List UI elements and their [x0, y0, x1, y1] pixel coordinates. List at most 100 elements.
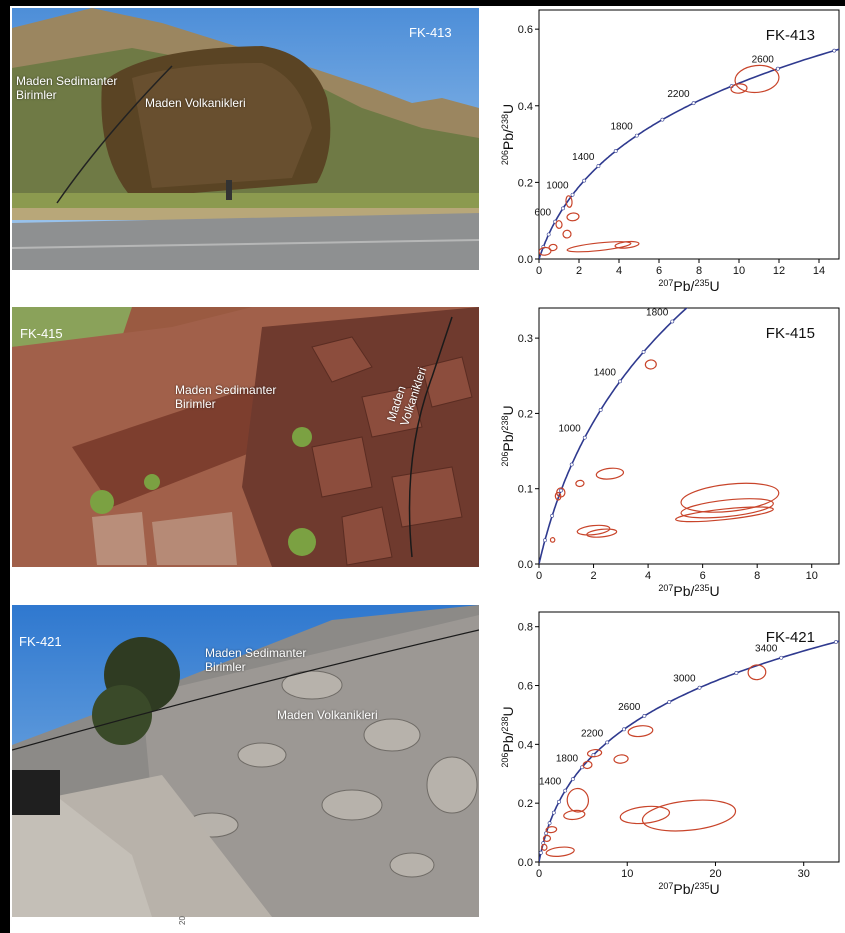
x-axis-label: 207Pb/235U [658, 583, 719, 599]
age-label: 1000 [546, 181, 569, 192]
age-tick-dot [547, 821, 552, 826]
x-tick-label: 4 [616, 265, 622, 277]
error-ellipse [548, 243, 558, 252]
age-tick-dot [697, 685, 702, 690]
age-label: 3400 [755, 644, 778, 655]
y-axis-label: 206Pb/238U [500, 104, 516, 165]
photo-unit-label: Maden Volkanikleri [277, 708, 378, 722]
error-ellipse [586, 748, 603, 758]
error-ellipse [614, 240, 640, 249]
error-ellipse [747, 664, 767, 681]
age-label: 1400 [539, 777, 562, 788]
y-tick-label: 0.3 [518, 333, 533, 345]
age-tick-dot [546, 232, 551, 237]
x-tick-label: 10 [621, 868, 633, 880]
chart-title: FK-421 [766, 629, 815, 646]
error-ellipse [554, 491, 562, 501]
x-tick-label: 2 [576, 265, 582, 277]
age-tick-dot [596, 164, 601, 168]
y-tick-label: 0.4 [518, 739, 533, 751]
chart-title: FK-413 [766, 27, 815, 44]
x-tick-label: 6 [656, 265, 662, 277]
error-ellipse [619, 805, 671, 825]
error-ellipse [541, 843, 548, 851]
age-tick-dot [570, 777, 575, 782]
y-tick-label: 0.2 [518, 408, 533, 420]
error-ellipse [566, 787, 590, 813]
age-tick-dot [544, 831, 549, 836]
error-ellipse [545, 846, 575, 857]
error-ellipse [627, 725, 654, 738]
error-ellipse [644, 359, 657, 370]
concordia-chart-fk415: 1000 1400 1800 0 2 4 6 8 10 0.0 0.1 0.2 0.3 FK-415 207… [493, 302, 843, 602]
age-label: 600 [534, 208, 551, 219]
error-ellipse [680, 482, 780, 513]
x-tick-label: 14 [813, 265, 825, 277]
error-ellipse [549, 537, 556, 543]
error-ellipse [562, 229, 572, 239]
concordia-curve [539, 48, 839, 259]
x-tick-label: 0 [536, 570, 542, 582]
photo-sample-label: FK-415 [20, 326, 63, 341]
error-ellipse [730, 83, 748, 94]
x-tick-label: 8 [754, 570, 760, 582]
age-tick-dot [569, 462, 574, 467]
plot-frame [538, 611, 840, 863]
y-tick-label: 0.2 [518, 798, 533, 810]
error-ellipse [675, 506, 774, 523]
age-tick-dot [613, 149, 618, 153]
age-tick-dot [691, 101, 696, 106]
outcrop-photo-fk421: FK-421 Maden Sedimanter Birimler Maden V… [12, 605, 479, 917]
age-tick-dot [539, 850, 543, 855]
error-ellipse [555, 220, 563, 229]
x-tick-label: 10 [733, 265, 745, 277]
error-ellipse [680, 498, 774, 519]
age-tick-dot [834, 640, 838, 644]
photo-unit-label: Maden Sedimanter Birimler [205, 646, 307, 674]
photo-unit-label: Maden Sedimanter Birimler [175, 383, 277, 411]
age-label: 3000 [673, 674, 696, 685]
y-tick-label: 0.8 [518, 622, 533, 634]
error-ellipse [582, 760, 593, 770]
y-tick-label: 0.0 [518, 857, 533, 869]
age-tick-dot [605, 740, 610, 745]
photo-unit-label: Maden Sedimanter Birimler [16, 74, 118, 102]
outcrop-photo-fk413: FK-413 Maden Sedimanter Birimler Maden V… [12, 8, 479, 270]
age-tick-dot [543, 538, 547, 543]
x-tick-label: 4 [645, 570, 651, 582]
age-tick-dot [559, 488, 563, 493]
age-tick-dot [641, 349, 646, 354]
x-tick-label: 10 [806, 570, 818, 582]
x-tick-label: 8 [696, 265, 702, 277]
age-label: 2200 [667, 89, 690, 100]
footer-mark: 20 [177, 916, 187, 925]
top-border [0, 0, 845, 6]
age-tick-dot [667, 700, 672, 704]
age-tick-dot [550, 513, 555, 518]
age-tick-dot [598, 408, 603, 412]
age-tick-dot [551, 810, 556, 815]
age-tick-dot [622, 727, 626, 732]
left-border [0, 0, 10, 933]
error-ellipse [565, 195, 573, 208]
plot-area [539, 48, 839, 259]
age-tick-dot [670, 319, 675, 324]
age-label: 2600 [618, 702, 641, 713]
y-tick-label: 0.0 [518, 254, 533, 266]
age-tick-dot [582, 178, 587, 183]
x-axis-label: 207Pb/235U [658, 881, 719, 897]
error-ellipse [566, 212, 580, 222]
age-label: 1800 [556, 753, 579, 764]
error-ellipse [641, 799, 737, 832]
x-axis-label: 207Pb/235U [658, 278, 719, 294]
age-tick-dot [557, 799, 561, 804]
age-tick-dot [779, 655, 784, 660]
age-tick-dot [563, 788, 568, 793]
y-tick-label: 0.2 [518, 177, 533, 189]
outcrop-photo-fk415: FK-415 Maden Sedimanter Birimler Maden V… [12, 307, 479, 567]
error-ellipse [542, 834, 552, 843]
y-tick-label: 0.0 [518, 559, 533, 571]
error-ellipse [576, 524, 611, 536]
x-tick-label: 30 [798, 868, 810, 880]
error-ellipse [613, 754, 629, 764]
